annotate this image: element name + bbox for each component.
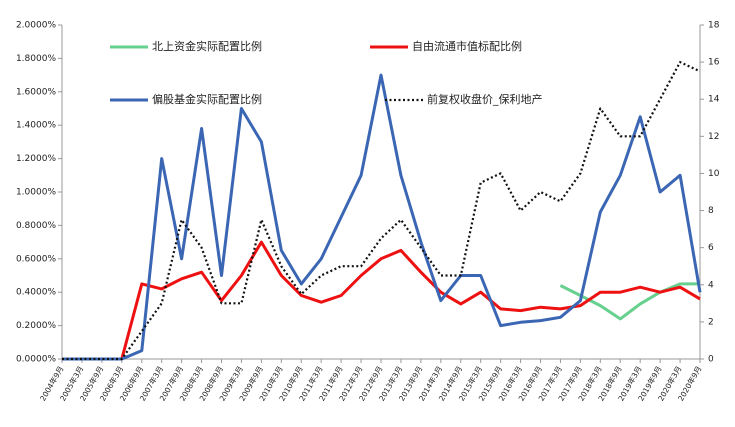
y-tick-label: 0.4000% xyxy=(16,288,56,298)
legend-label: 自由流通市值标配比例 xyxy=(412,39,522,53)
y2-tick-label: 18 xyxy=(708,21,720,31)
y-tick-label: 1.8000% xyxy=(16,54,56,64)
y2-tick-label: 12 xyxy=(708,132,719,142)
legend-label: 前复权收盘价_保利地产 xyxy=(427,92,543,106)
y-tick-label: 1.2000% xyxy=(16,154,56,164)
y2-tick-label: 6 xyxy=(708,243,714,253)
y-tick-label: 0.6000% xyxy=(16,254,56,264)
y-tick-label: 1.4000% xyxy=(16,121,56,131)
y-tick-label: 0.8000% xyxy=(16,221,56,231)
legend-label: 北上资金实际配置比例 xyxy=(152,39,262,53)
y2-tick-label: 8 xyxy=(708,206,714,216)
y-tick-label: 2.0000% xyxy=(16,21,56,31)
y2-tick-label: 16 xyxy=(708,58,720,68)
series-line xyxy=(559,282,700,321)
series-line xyxy=(62,61,701,361)
y2-tick-label: 4 xyxy=(708,280,714,290)
y-tick-label: 1.6000% xyxy=(16,87,56,97)
y-tick-label: 0.2000% xyxy=(16,321,56,331)
series-line xyxy=(62,240,701,361)
y-tick-label: 0.0000% xyxy=(16,355,56,365)
y2-tick-label: 14 xyxy=(708,95,720,105)
y2-tick-label: 2 xyxy=(708,317,714,327)
y2-tick-label: 10 xyxy=(708,169,720,179)
y-tick-label: 1.0000% xyxy=(16,188,56,198)
legend-label: 偏股基金实际配置比例 xyxy=(152,92,262,106)
y2-tick-label: 0 xyxy=(708,355,714,365)
series-line xyxy=(62,73,702,361)
